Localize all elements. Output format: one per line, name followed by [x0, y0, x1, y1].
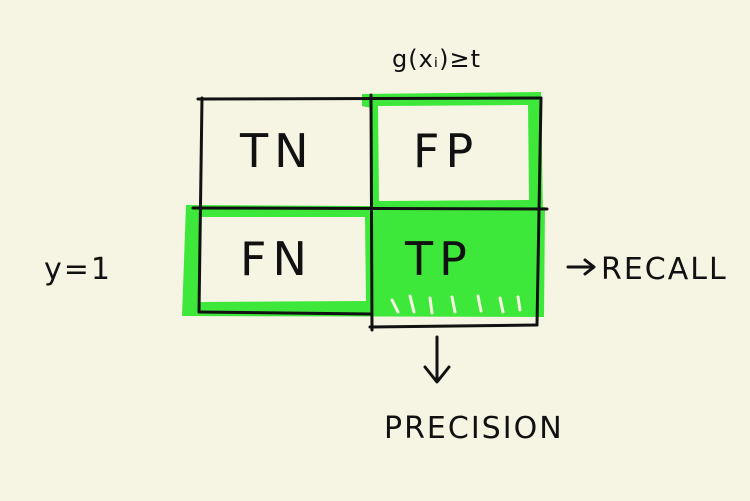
recall-arrow-icon: [566, 258, 596, 276]
tp-cell-label: TP: [404, 232, 473, 286]
matrix-grid: [191, 93, 549, 332]
tn-cell-label: TN: [239, 124, 315, 178]
condition-label: g(xᵢ)≥t: [392, 45, 481, 73]
precision-arrow-icon: [423, 335, 451, 384]
recall-label: RECALL: [601, 252, 728, 287]
predicted-positive-highlight: [362, 92, 543, 215]
tp-cell-fill: [375, 211, 532, 315]
fn-cell-label: FN: [240, 232, 313, 286]
row-label: y=1: [44, 252, 112, 287]
fp-cell-label: FP: [413, 124, 479, 178]
precision-label: PRECISION: [384, 411, 564, 446]
